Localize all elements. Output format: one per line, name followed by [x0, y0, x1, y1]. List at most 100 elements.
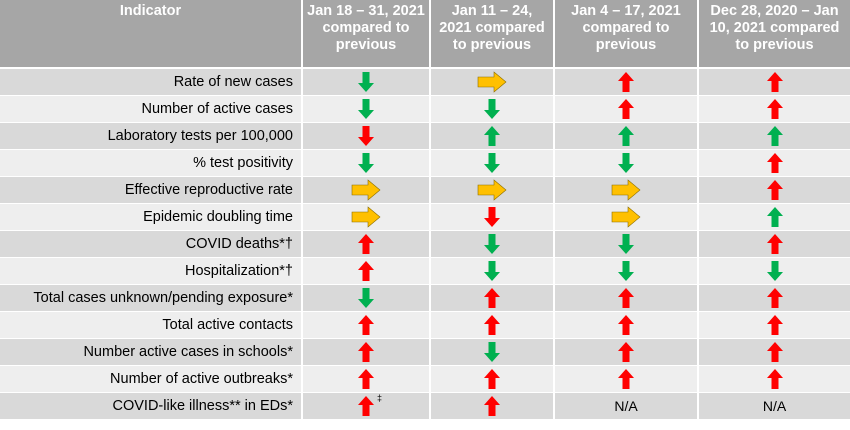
trend-cell [554, 68, 699, 96]
trend-cell [302, 365, 431, 393]
up-arrow-icon [766, 71, 784, 93]
table-row: Number of active outbreaks* [0, 365, 850, 393]
up-arrow-icon [617, 98, 635, 120]
up-arrow-icon [483, 314, 501, 336]
table-row: COVID deaths*† [0, 230, 850, 258]
trend-cell [302, 284, 431, 312]
trend-cell [430, 122, 555, 150]
table-row: Laboratory tests per 100,000 [0, 122, 850, 150]
trend-cell [302, 257, 431, 285]
up-arrow-icon [483, 395, 501, 417]
trend-cell [698, 365, 850, 393]
indicator-label: COVID deaths*† [0, 230, 303, 258]
down-arrow-icon [617, 233, 635, 255]
indicator-label: Total cases unknown/pending exposure* [0, 284, 303, 312]
trend-cell [430, 68, 555, 96]
trend-cell [554, 149, 699, 177]
indicator-label: Epidemic doubling time [0, 203, 303, 231]
table-body: Rate of new cases Number of active cases L… [0, 68, 850, 420]
trend-cell [430, 284, 555, 312]
table-row: Number of active cases [0, 95, 850, 123]
down-arrow-icon [357, 71, 375, 93]
down-arrow-icon [357, 287, 375, 309]
table-row: COVID-like illness** in EDs* ‡ N/A N/A [0, 392, 850, 420]
header-indicator: Indicator [0, 0, 303, 69]
indicator-label: Number of active cases [0, 95, 303, 123]
right-arrow-icon [611, 205, 641, 228]
up-arrow-icon [357, 314, 375, 336]
right-arrow-icon [351, 178, 381, 201]
down-arrow-icon [357, 125, 375, 147]
trend-cell [554, 203, 699, 231]
trend-cell [430, 311, 555, 339]
right-arrow-icon [611, 178, 641, 201]
header-week-1: Jan 18 – 31, 2021 compared to previous [302, 0, 431, 69]
up-arrow-icon [766, 206, 784, 228]
trend-cell [554, 338, 699, 366]
table-row: Effective reproductive rate [0, 176, 850, 204]
up-arrow-icon: ‡ [357, 393, 382, 417]
trend-cell [430, 230, 555, 258]
up-arrow-icon [766, 341, 784, 363]
up-arrow-icon [766, 98, 784, 120]
down-arrow-icon [483, 341, 501, 363]
footnote-mark: ‡ [377, 392, 383, 403]
indicator-label: Total active contacts [0, 311, 303, 339]
down-arrow-icon [483, 260, 501, 282]
up-arrow-icon [617, 71, 635, 93]
up-arrow-icon [766, 287, 784, 309]
down-arrow-icon [483, 233, 501, 255]
up-arrow-icon [766, 233, 784, 255]
indicator-label: Laboratory tests per 100,000 [0, 122, 303, 150]
trend-cell [302, 95, 431, 123]
trend-cell [302, 230, 431, 258]
up-arrow-icon [357, 341, 375, 363]
trend-cell [302, 311, 431, 339]
trend-cell [698, 203, 850, 231]
up-arrow-icon [766, 179, 784, 201]
header-week-3: Jan 4 – 17, 2021 compared to previous [554, 0, 699, 69]
trend-cell [554, 230, 699, 258]
down-arrow-icon [357, 98, 375, 120]
header-week-2: Jan 11 – 24, 2021 compared to previous [430, 0, 555, 69]
table-row: Total cases unknown/pending exposure* [0, 284, 850, 312]
trend-cell [554, 257, 699, 285]
trend-cell [302, 122, 431, 150]
up-arrow-icon [766, 314, 784, 336]
table-row: Number active cases in schools* [0, 338, 850, 366]
up-arrow-icon [617, 341, 635, 363]
up-arrow-icon [483, 125, 501, 147]
indicator-label: Rate of new cases [0, 68, 303, 96]
indicator-label: Number active cases in schools* [0, 338, 303, 366]
indicator-label: Hospitalization*† [0, 257, 303, 285]
not-available-text: N/A [614, 397, 638, 414]
trend-cell [698, 122, 850, 150]
trend-cell [698, 311, 850, 339]
right-arrow-icon [351, 205, 381, 228]
table-row: % test positivity [0, 149, 850, 177]
indicator-label: % test positivity [0, 149, 303, 177]
trend-cell [698, 284, 850, 312]
trend-cell [554, 311, 699, 339]
up-arrow-icon [617, 287, 635, 309]
trend-cell [554, 176, 699, 204]
trend-cell [698, 68, 850, 96]
right-arrow-icon [477, 178, 507, 201]
up-arrow-icon [617, 314, 635, 336]
up-arrow-icon [357, 260, 375, 282]
trend-cell: N/A [698, 392, 850, 420]
trend-cell [430, 95, 555, 123]
down-arrow-icon [617, 260, 635, 282]
header-week-4: Dec 28, 2020 – Jan 10, 2021 compared to … [698, 0, 850, 69]
trend-cell [554, 284, 699, 312]
trend-cell [302, 203, 431, 231]
indicator-table: Indicator Jan 18 – 31, 2021 compared to … [0, 0, 850, 420]
trend-cell [698, 176, 850, 204]
up-arrow-icon [483, 287, 501, 309]
indicator-label: COVID-like illness** in EDs* [0, 392, 303, 420]
up-arrow-icon [766, 368, 784, 390]
trend-cell: ‡ [302, 392, 431, 420]
down-arrow-icon [357, 152, 375, 174]
table-row: Hospitalization*† [0, 257, 850, 285]
trend-cell [430, 203, 555, 231]
